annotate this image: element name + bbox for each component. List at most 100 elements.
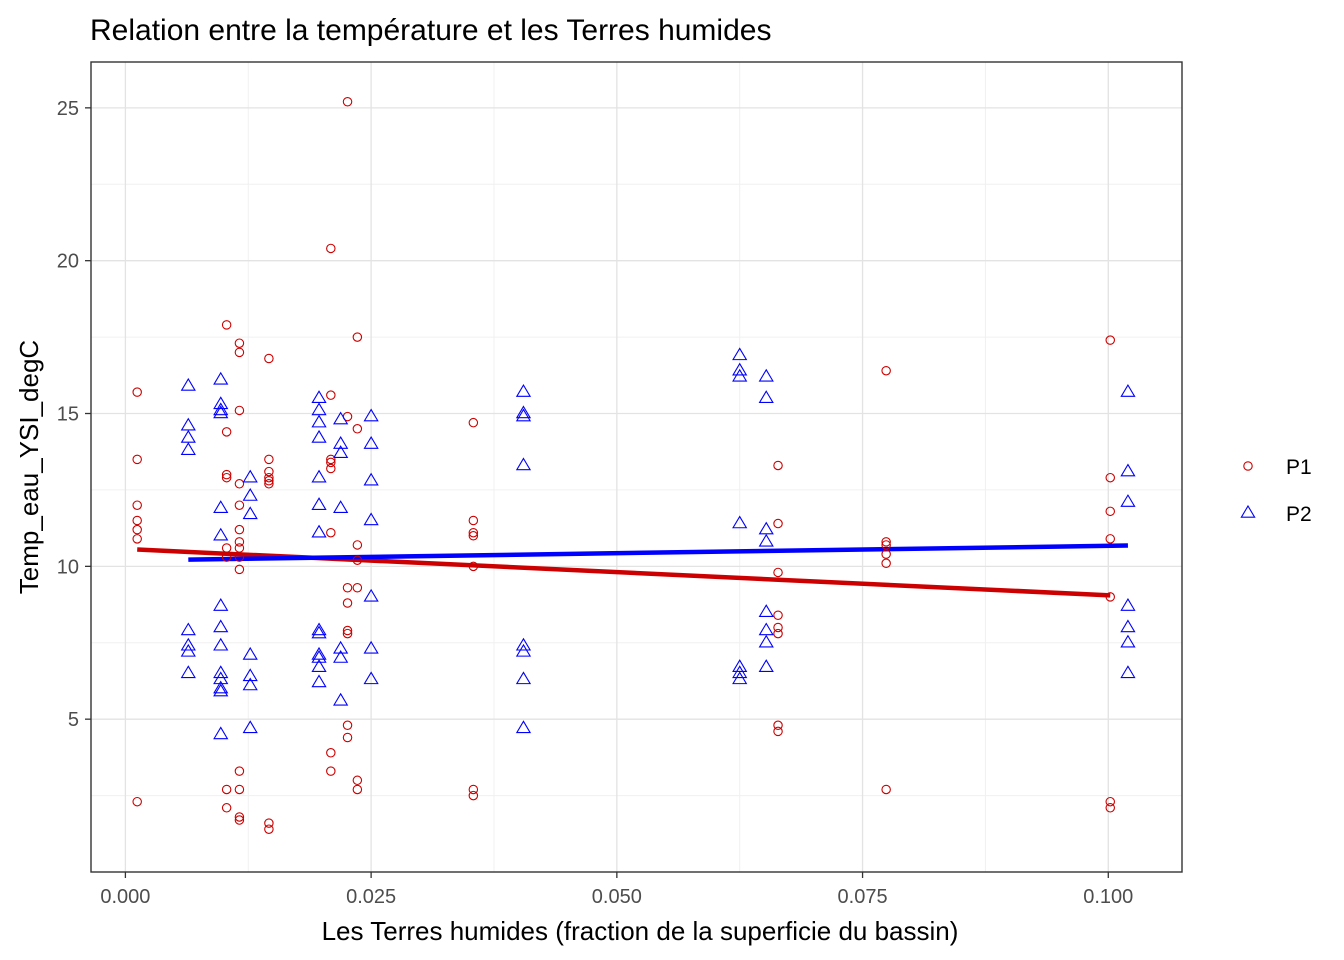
x-tick-label: 0.025 xyxy=(346,886,396,908)
p2-point xyxy=(311,524,327,538)
p2-point xyxy=(242,487,258,501)
p1-point xyxy=(881,558,891,569)
p1-point xyxy=(1105,803,1115,813)
p2-point xyxy=(180,429,196,443)
p1-point xyxy=(234,338,245,348)
p2-point xyxy=(213,500,229,514)
p1-point xyxy=(221,543,232,553)
p1-point xyxy=(132,500,142,510)
p1-point xyxy=(342,598,353,608)
p2-point xyxy=(1120,634,1136,648)
legend-key-p2 xyxy=(1240,504,1256,518)
p1-point xyxy=(342,628,353,639)
p1-point xyxy=(234,552,245,562)
p1-point xyxy=(468,561,479,572)
p1-point xyxy=(881,540,891,550)
p2-point xyxy=(213,680,229,694)
y-tick-label: 20 xyxy=(57,251,79,273)
p1-point xyxy=(881,784,891,795)
p2-point xyxy=(311,649,327,663)
p2-fit-line xyxy=(188,543,1128,562)
p1-point xyxy=(264,466,274,477)
panel-border xyxy=(90,61,1183,873)
x-axis-title: Les Terres humides (fraction de la super… xyxy=(322,916,959,946)
fit-lines xyxy=(137,543,1128,598)
p1-point xyxy=(342,625,353,636)
p2-point xyxy=(515,637,532,651)
p2-point xyxy=(732,671,748,685)
p1-point xyxy=(773,726,783,737)
p2-point xyxy=(363,408,379,422)
x-tick-label: 0.100 xyxy=(1083,886,1133,908)
p1-point xyxy=(234,564,245,575)
p2-point xyxy=(180,622,196,636)
p1-point xyxy=(773,720,783,731)
p2-point xyxy=(180,442,196,455)
major-gridlines xyxy=(91,62,1182,872)
p2-point xyxy=(333,649,349,663)
chart-title: Relation entre la température et les Ter… xyxy=(90,14,771,47)
p1-point xyxy=(234,812,245,822)
p2-point xyxy=(213,527,229,541)
p1-point xyxy=(264,472,274,483)
p2-point xyxy=(515,720,532,734)
p1-point xyxy=(221,469,232,480)
p1-point xyxy=(234,543,245,553)
p1-point xyxy=(773,622,783,633)
p2-point xyxy=(213,683,229,697)
p1-point xyxy=(352,555,363,565)
p2-point xyxy=(1120,494,1136,507)
x-tick-label: 0.050 xyxy=(592,886,642,908)
p1-point xyxy=(1105,335,1115,345)
p1-point xyxy=(132,515,142,526)
p1-point xyxy=(326,243,336,254)
p1-point xyxy=(221,803,232,813)
p1-point xyxy=(1105,592,1115,602)
p1-point xyxy=(1105,506,1115,517)
p2-point xyxy=(732,347,748,361)
p1-point xyxy=(1105,796,1115,807)
p1-point xyxy=(468,417,479,428)
p1-point xyxy=(132,534,142,544)
p1-point xyxy=(132,796,142,807)
p2-point xyxy=(180,643,196,657)
p1-point xyxy=(234,766,245,776)
p2-point xyxy=(242,646,258,660)
p1-point xyxy=(264,479,274,489)
p1-point xyxy=(132,387,142,397)
p1-point xyxy=(221,784,232,795)
p1-point xyxy=(326,457,336,468)
p2-point xyxy=(333,445,349,458)
p2-point xyxy=(180,637,196,651)
p2-point xyxy=(213,619,229,633)
p2-point xyxy=(213,402,229,416)
p2-point xyxy=(363,472,379,486)
p2-point xyxy=(758,634,774,648)
p1-point xyxy=(342,582,353,593)
p1-point xyxy=(264,476,274,486)
p2-point xyxy=(732,515,748,529)
p2-point xyxy=(515,643,532,657)
p2-point xyxy=(333,435,349,449)
p2-point xyxy=(213,665,229,679)
legend-key-p1 xyxy=(1243,461,1253,471)
minor-gridlines xyxy=(91,62,1182,872)
p2-point xyxy=(758,521,774,535)
p1-point xyxy=(221,320,232,330)
p1-point xyxy=(773,518,783,529)
p1-point xyxy=(352,582,363,593)
p1-point xyxy=(234,479,245,489)
p2-point xyxy=(213,637,229,651)
y-tick-label: 25 xyxy=(57,98,79,120)
p2-point xyxy=(311,622,327,636)
p1-point xyxy=(326,527,336,538)
p2-point xyxy=(180,665,196,679)
p2-point xyxy=(758,604,774,617)
p2-point xyxy=(1120,597,1136,611)
p1-point xyxy=(352,784,363,795)
p1-point xyxy=(234,815,245,825)
p2-point xyxy=(515,457,532,471)
p2-point xyxy=(311,674,327,688)
p2-point xyxy=(732,368,748,382)
p1-point xyxy=(264,454,274,465)
